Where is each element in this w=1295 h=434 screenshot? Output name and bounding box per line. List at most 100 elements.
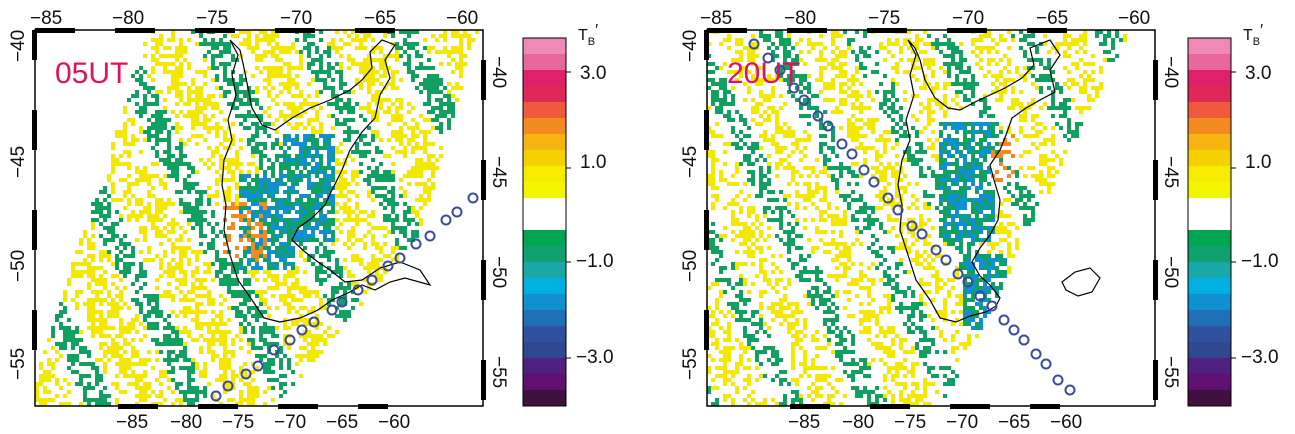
colorbar-swatch: [1188, 390, 1231, 407]
colorbar-swatch: [1188, 294, 1231, 311]
lon-tick-top-left-6: −60: [446, 8, 478, 29]
time-label-left: 05UT: [55, 57, 128, 90]
lon-tick-bottom-left-2: −80: [170, 412, 202, 433]
colorbar-swatch: [523, 294, 566, 311]
colorbar-swatch: [1188, 358, 1231, 375]
colorbar-swatch: [1188, 198, 1231, 215]
colorbar-swatch: [523, 134, 566, 151]
lon-tick-bottom-right-5: −65: [998, 412, 1030, 433]
map-panel-left: 05UT −85 −80 −75 −70 −65 −60 −85 −80 −75…: [8, 8, 509, 433]
colorbar-swatch: [523, 118, 566, 135]
lon-tick-top-left-5: −65: [364, 8, 396, 29]
lon-tick-top-left-1: −85: [30, 8, 62, 29]
colorbar-swatch: [1188, 86, 1231, 103]
map-panel-right: 20UT −85 −80 −75 −70 −65 −60 −85 −80 −75…: [680, 8, 1181, 433]
colorbar-swatches-left: [523, 38, 566, 407]
anomaly-pixels-left: [35, 30, 479, 406]
lon-tick-top-right-2: −80: [784, 8, 816, 29]
colorbar-title-right: TB′: [1243, 22, 1263, 48]
lat-tick-right-right-3: −50: [1160, 256, 1181, 288]
colorbar-tick-right-1: 3.0: [1245, 63, 1271, 84]
colorbar-swatch: [523, 86, 566, 103]
colorbar-tick-left-2: 1.0: [580, 152, 606, 173]
lon-tick-top-right-3: −75: [868, 8, 900, 29]
colorbar-swatch: [1188, 246, 1231, 263]
lat-tick-left-right-4: −55: [680, 348, 701, 380]
colorbar-title-left: TB′: [578, 22, 598, 48]
colorbar-swatch: [523, 262, 566, 279]
lon-tick-bottom-right-1: −85: [788, 412, 820, 433]
lon-tick-bottom-right-3: −75: [894, 412, 926, 433]
colorbar-swatch: [1188, 182, 1231, 199]
colorbar-swatch: [523, 70, 566, 87]
lon-tick-bottom-right-4: −70: [946, 412, 978, 433]
lon-tick-top-left-2: −80: [112, 8, 144, 29]
colorbar-swatch: [523, 358, 566, 375]
lat-tick-right-right-2: −45: [1160, 156, 1181, 188]
colorbar-swatch: [523, 310, 566, 327]
time-label-right: 20UT: [727, 57, 800, 90]
anomaly-pixels-right: [707, 30, 1127, 406]
lat-tick-right-right-1: −40: [1160, 56, 1181, 88]
lat-tick-right-left-3: −50: [488, 256, 509, 288]
colorbar-swatch: [1188, 150, 1231, 167]
colorbar-swatch: [523, 214, 566, 231]
lat-tick-left-left-1: −40: [8, 30, 29, 62]
colorbar-tick-right-4: −3.0: [1241, 347, 1279, 368]
lat-tick-left-right-1: −40: [680, 30, 701, 62]
colorbar-tick-left-1: 3.0: [580, 63, 606, 84]
colorbar-swatch: [1188, 374, 1231, 391]
lon-tick-bottom-left-3: −75: [222, 412, 254, 433]
colorbar-swatch: [523, 342, 566, 359]
lat-tick-left-left-4: −55: [8, 348, 29, 380]
colorbar-tick-right-3: −1.0: [1241, 251, 1279, 272]
colorbar-swatch: [523, 246, 566, 263]
lon-tick-bottom-left-1: −85: [116, 412, 148, 433]
track-markers-right: [748, 38, 1076, 396]
colorbar-swatch: [523, 54, 566, 71]
lon-tick-top-left-3: −75: [196, 8, 228, 29]
colorbar-swatch: [1188, 54, 1231, 71]
lat-tick-left-left-2: −45: [8, 146, 29, 178]
track-markers-left: [210, 192, 479, 402]
lat-tick-right-right-4: −55: [1160, 356, 1181, 388]
lon-tick-top-right-6: −60: [1118, 8, 1150, 29]
frame-bars-right: [704, 28, 1158, 409]
colorbar-tick-left-4: −3.0: [576, 347, 614, 368]
colorbar-swatch: [523, 38, 566, 55]
colorbar-swatch: [523, 374, 566, 391]
colorbar-swatch: [1188, 342, 1231, 359]
colorbar-swatch: [1188, 134, 1231, 151]
colorbar-swatch: [523, 182, 566, 199]
lon-tick-bottom-right-2: −80: [842, 412, 874, 433]
lon-tick-bottom-right-6: −60: [1050, 412, 1082, 433]
colorbar-swatch: [1188, 118, 1231, 135]
lat-tick-left-right-3: −50: [680, 250, 701, 282]
colorbar-swatches-right: [1188, 38, 1231, 407]
lat-tick-right-left-1: −40: [488, 56, 509, 88]
lat-tick-right-left-4: −55: [488, 356, 509, 388]
colorbar-tick-left-3: −1.0: [576, 251, 614, 272]
lon-tick-top-right-1: −85: [700, 8, 732, 29]
colorbar-swatch: [523, 278, 566, 295]
colorbar-right: TB′ 3.0 1.0 −1.0 −3.0: [1187, 22, 1279, 407]
colorbar-tick-right-2: 1.0: [1245, 152, 1271, 173]
colorbar-swatch: [523, 166, 566, 183]
lat-tick-left-left-3: −50: [8, 250, 29, 282]
lat-tick-left-right-2: −45: [680, 146, 701, 178]
colorbar-swatch: [523, 390, 566, 407]
colorbar-swatch: [1188, 310, 1231, 327]
colorbar-swatch: [523, 102, 566, 119]
frame-bars-left: [32, 28, 486, 409]
colorbar-swatch: [1188, 230, 1231, 247]
colorbar-swatch: [1188, 262, 1231, 279]
lon-tick-bottom-left-5: −65: [326, 412, 358, 433]
colorbar-swatch: [523, 230, 566, 247]
colorbar-swatch: [1188, 326, 1231, 343]
colorbar-swatch: [1188, 278, 1231, 295]
lon-tick-top-left-4: −70: [280, 8, 312, 29]
colorbar-swatch: [1188, 102, 1231, 119]
lon-tick-bottom-left-6: −60: [378, 412, 410, 433]
falklands-right: [1061, 267, 1101, 297]
